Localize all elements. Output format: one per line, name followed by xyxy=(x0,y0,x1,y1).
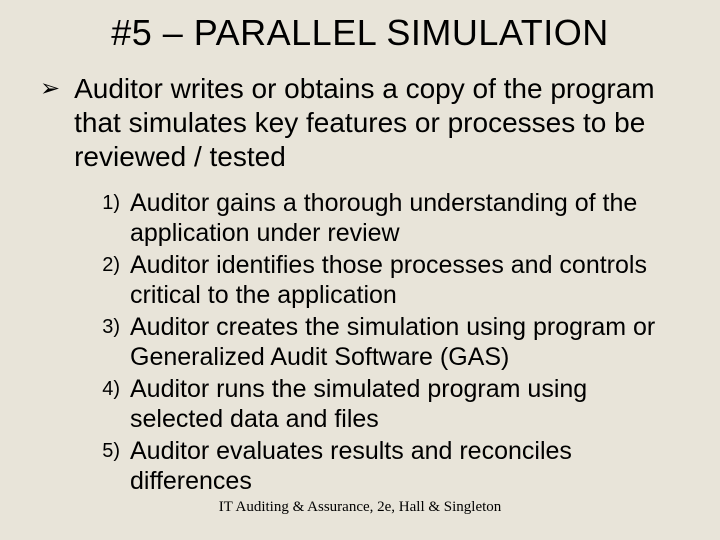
slide: #5 – PARALLEL SIMULATION ➢ Auditor write… xyxy=(0,0,720,540)
list-text: Auditor evaluates results and reconciles… xyxy=(130,436,680,496)
list-marker: 1) xyxy=(86,188,130,218)
list-item: 3) Auditor creates the simulation using … xyxy=(86,312,680,372)
footer-text: IT Auditing & Assurance, 2e, Hall & Sing… xyxy=(0,499,720,516)
list-text: Auditor identifies those processes and c… xyxy=(130,250,680,310)
list-marker: 2) xyxy=(86,250,130,280)
list-item: 5) Auditor evaluates results and reconci… xyxy=(86,436,680,496)
list-text: Auditor creates the simulation using pro… xyxy=(130,312,680,372)
arrow-icon: ➢ xyxy=(40,72,60,106)
list-marker: 3) xyxy=(86,312,130,342)
list-marker: 5) xyxy=(86,436,130,466)
list-text: Auditor gains a thorough understanding o… xyxy=(130,188,680,248)
main-bullet-text: Auditor writes or obtains a copy of the … xyxy=(74,72,690,174)
list-text: Auditor runs the simulated program using… xyxy=(130,374,680,434)
list-item: 2) Auditor identifies those processes an… xyxy=(86,250,680,310)
list-item: 4) Auditor runs the simulated program us… xyxy=(86,374,680,434)
slide-title: #5 – PARALLEL SIMULATION xyxy=(30,12,690,54)
list-marker: 4) xyxy=(86,374,130,404)
numbered-list: 1) Auditor gains a thorough understandin… xyxy=(86,188,680,496)
list-item: 1) Auditor gains a thorough understandin… xyxy=(86,188,680,248)
main-bullet: ➢ Auditor writes or obtains a copy of th… xyxy=(40,72,690,174)
